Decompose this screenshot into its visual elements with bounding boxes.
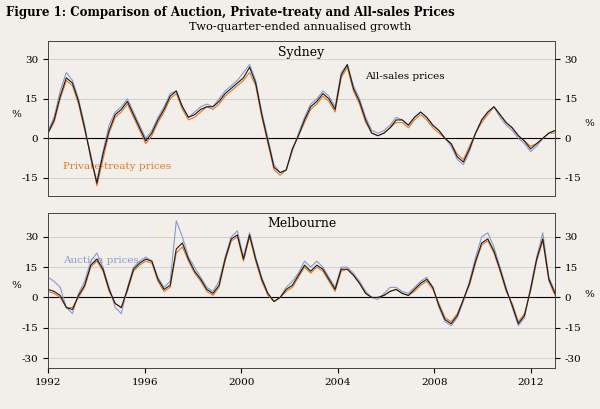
Y-axis label: %: % [11,281,21,290]
Text: Two-quarter-ended annualised growth: Two-quarter-ended annualised growth [189,22,411,32]
Text: Figure 1: Comparison of Auction, Private-treaty and All-sales Prices: Figure 1: Comparison of Auction, Private… [6,6,455,19]
Text: Auction prices: Auction prices [63,256,139,265]
Text: Sydney: Sydney [278,45,325,58]
Y-axis label: %: % [585,290,595,299]
Text: All-sales prices: All-sales prices [365,72,445,81]
Y-axis label: %: % [11,110,21,119]
Y-axis label: %: % [585,119,595,128]
Text: Melbourne: Melbourne [267,217,336,230]
Text: Private-treaty prices: Private-treaty prices [63,162,172,171]
